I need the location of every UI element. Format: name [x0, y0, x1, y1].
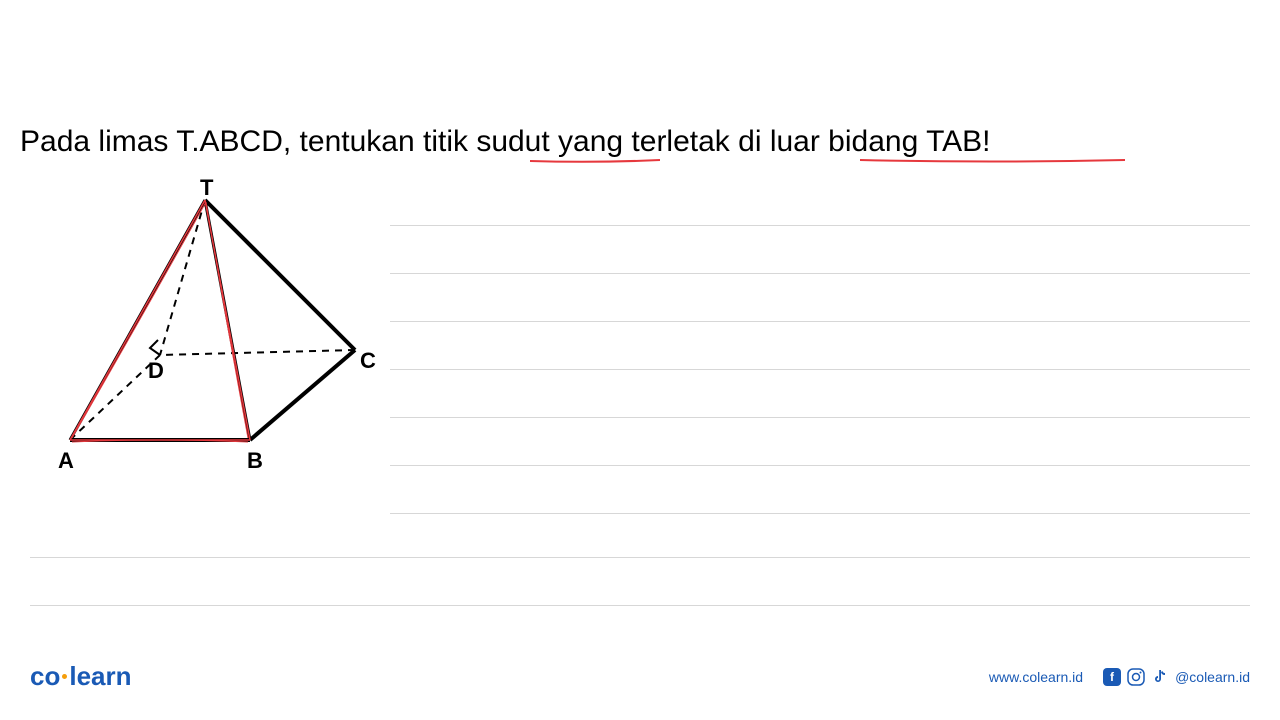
social-handle: @colearn.id — [1175, 669, 1250, 685]
underline-2 — [860, 158, 1125, 164]
answer-line — [390, 418, 1250, 466]
answer-line — [390, 274, 1250, 322]
footer: colearn www.colearn.id f @colearn.id — [30, 661, 1250, 692]
full-width-lines-area — [30, 510, 1250, 606]
vertex-label-c: C — [360, 348, 376, 374]
social-icons-group: f @colearn.id — [1103, 668, 1250, 686]
vertex-label-t: T — [200, 175, 213, 201]
logo-suffix: learn — [69, 661, 131, 691]
facebook-icon: f — [1103, 668, 1121, 686]
answer-line — [390, 226, 1250, 274]
website-url: www.colearn.id — [989, 669, 1083, 685]
answer-line — [390, 466, 1250, 514]
pyramid-svg — [50, 180, 380, 480]
question-text: Pada limas T.ABCD, tentukan titik sudut … — [20, 125, 991, 159]
vertex-label-d: D — [148, 358, 164, 384]
answer-line — [390, 178, 1250, 226]
answer-line — [390, 370, 1250, 418]
tiktok-icon — [1151, 668, 1169, 686]
full-line — [30, 558, 1250, 606]
answer-line — [390, 322, 1250, 370]
footer-right: www.colearn.id f @colearn.id — [989, 668, 1250, 686]
full-line — [30, 510, 1250, 558]
logo-dot-icon — [62, 674, 67, 679]
answer-lines-area — [390, 178, 1250, 514]
vertex-label-b: B — [247, 448, 263, 474]
vertex-label-a: A — [58, 448, 74, 474]
brand-logo: colearn — [30, 661, 132, 692]
pyramid-diagram: T A B C D — [50, 180, 380, 480]
logo-prefix: co — [30, 661, 60, 691]
instagram-icon — [1127, 668, 1145, 686]
underline-1 — [530, 158, 660, 164]
